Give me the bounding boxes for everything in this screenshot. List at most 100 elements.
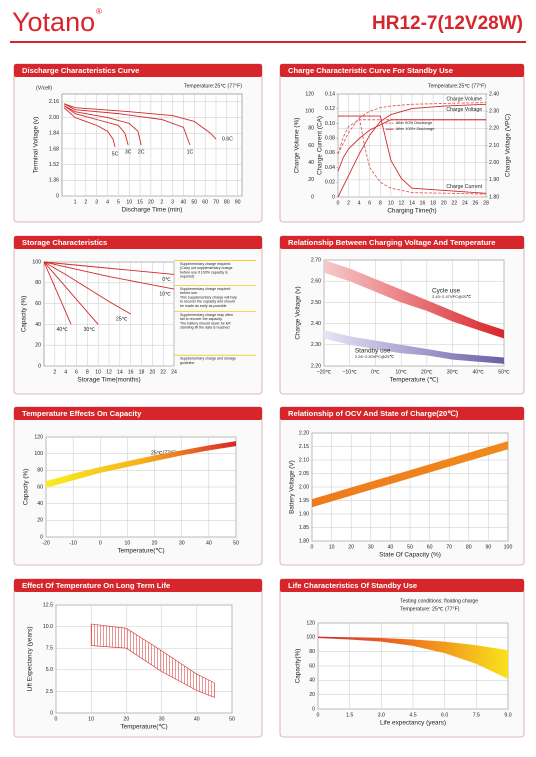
y-tick-label: 10.0 (43, 624, 53, 630)
x-tick-label: 70 (213, 199, 219, 205)
panel-header (280, 579, 524, 592)
y2-tick-label: 2.00 (489, 160, 499, 166)
y3-tick-label: 0 (332, 194, 335, 200)
x-tick-label: 70 (446, 544, 452, 550)
note-line: Supplementary charge and storage (180, 357, 236, 361)
x-tick-label: 40 (388, 544, 394, 550)
x-tick-label: 4 (106, 199, 109, 205)
y2-tick-label: 1.90 (489, 177, 499, 183)
x-tick-label: 30 (368, 544, 374, 550)
x-tick-label: 10 (126, 199, 132, 205)
y-tick-label: 80 (37, 468, 43, 474)
note-line: Supplementary charge required (180, 262, 230, 266)
x-axis-title: Temperature(℃) (120, 724, 167, 731)
x-tick-label: 20℃ (421, 369, 433, 375)
x-tick-label: 24 (462, 200, 468, 206)
y-tick-label: 2.10 (299, 457, 309, 463)
x-tick-label: 60 (202, 199, 208, 205)
curve (43, 261, 99, 325)
panel-header (14, 579, 262, 592)
x-tick-label: 2 (347, 200, 350, 206)
y3-tick-label: 0.06 (325, 150, 335, 156)
y3-tick-label: 0.08 (325, 136, 335, 142)
x-tick-label: 4.5 (409, 712, 416, 718)
y3-tick-label: 0.14 (325, 91, 335, 97)
series-label: 40℃ (56, 327, 68, 333)
note-line: This supplementary charge will help (180, 295, 237, 299)
band (324, 329, 504, 364)
x-tick-label: 10℃ (395, 369, 407, 375)
y-tick-label: 0 (38, 363, 41, 369)
y-tick-label: 80 (309, 649, 315, 655)
x-tick-label: 16 (420, 200, 426, 206)
series-label: Standby use (355, 347, 391, 354)
y-tick-label: 120 (306, 620, 315, 626)
panel-title: Life Characteristics Of Standby Use (288, 581, 417, 590)
curve (63, 105, 129, 146)
series-label: 30℃ (84, 327, 96, 333)
y-tick-label: 1.85 (299, 525, 309, 531)
curve-label: Charge Voltage (446, 107, 482, 113)
y-tick-label: 1.95 (299, 498, 309, 504)
y-tick-label: 2.50 (311, 300, 321, 306)
y-axis-title: Battery Voltage (V) (289, 460, 296, 514)
x-tick-label: 90 (235, 199, 241, 205)
x-tick-label: 12 (106, 369, 112, 375)
y-axis-title: Charge Volume (%) (294, 118, 301, 174)
y-tick-label: 1.90 (299, 511, 309, 517)
y-tick-label: 2.30 (311, 342, 321, 348)
y-tick-label: 5.0 (46, 667, 53, 673)
panel-header (280, 64, 524, 77)
x-axis-title: Temperature(℃) (117, 548, 164, 555)
y-tick-label: 40 (309, 678, 315, 684)
y-tick-label: 60 (35, 301, 41, 307)
curve (337, 119, 486, 172)
x-tick-label: 20 (124, 716, 130, 722)
y-tick-label: 2.00 (299, 484, 309, 490)
x-tick-label: 3 (171, 199, 174, 205)
y-unit: (V/cell) (36, 85, 52, 91)
x-tick-label: 40 (194, 716, 200, 722)
x-tick-label: 20 (152, 540, 158, 546)
y-tick-label: 100 (34, 451, 43, 457)
x-tick-label: 30 (179, 540, 185, 546)
y-tick-label: 60 (308, 143, 314, 149)
x-tick-label: 0 (337, 200, 340, 206)
legend-label: After 50% Discharge (396, 120, 433, 125)
x-axis-title: Storage Time(months) (77, 377, 140, 384)
y-tick-label: 1.68 (49, 146, 59, 152)
x-tick-label: 90 (486, 544, 492, 550)
panel-header (280, 236, 524, 249)
x-tick-label: 26 (473, 200, 479, 206)
x-tick-label: 60 (427, 544, 433, 550)
y3-tick-label: 0.12 (325, 106, 335, 112)
y-tick-label: 0 (312, 706, 315, 712)
panel-title: Storage Characteristics (22, 238, 107, 247)
y-tick-label: 60 (37, 484, 43, 490)
x-tick-label: 4 (64, 369, 67, 375)
y-tick-label: 2.15 (299, 444, 309, 450)
y-tick-label: 20 (37, 518, 43, 524)
x-tick-label: −10℃ (342, 369, 357, 375)
x-tick-label: 10 (388, 200, 394, 206)
x-tick-label: 50 (407, 544, 413, 550)
curve (43, 261, 175, 275)
x-tick-label: 15 (137, 199, 143, 205)
annotation: Testing conditions: floating charge (400, 598, 478, 604)
brand: Yotano (12, 7, 95, 37)
curve (43, 261, 175, 290)
series-label: 0℃ (162, 277, 171, 283)
x-tick-label: 30℃ (447, 369, 459, 375)
x-tick-label: 4 (358, 200, 361, 206)
x-tick-label: 20 (149, 369, 155, 375)
x-tick-label: 40 (206, 540, 212, 546)
y3-tick-label: 0.10 (325, 121, 335, 127)
panel-title: Temperature Effects On Capacity (22, 409, 142, 418)
x-tick-label: 10 (125, 540, 131, 546)
x-tick-label: 50 (191, 199, 197, 205)
band (312, 441, 508, 508)
y-axis-title: Charge Voltage (v) (295, 286, 302, 339)
x-axis-title: Temperature (℃) (389, 377, 438, 384)
x-tick-label: 18 (139, 369, 145, 375)
y-axis-title: Capacity (%) (23, 469, 30, 506)
